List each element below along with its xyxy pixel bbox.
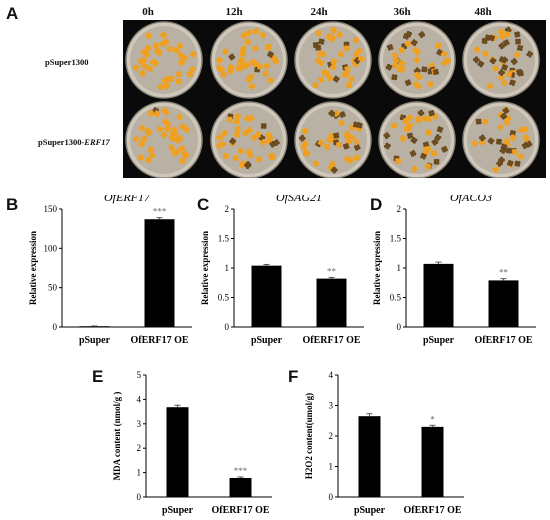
y-tick-label: 1 [225,263,230,273]
chart-c: 0 0.5 1 1.5 2 OfSAG21 Relative expression pSupe… [200,195,364,346]
y-tick-label: 2 [329,431,334,441]
y-tick-label: 4 [329,370,334,380]
timepoint-label: 36h [393,6,411,18]
y-tick-label: 0 [137,492,142,502]
category-label: pSuper [251,335,283,346]
category-label: OfERF17 OE [302,335,360,346]
category-label: OfERF17 OE [211,505,269,516]
bar [166,407,189,497]
y-tick-label: 4 [137,394,142,404]
category-label: pSuper [79,335,111,346]
panel-label-b: B [6,195,19,214]
category-label: pSuper [354,505,386,516]
bar [79,326,110,328]
bar [423,263,454,327]
bar [229,477,252,497]
bar [316,278,347,327]
category-label: pSuper [162,505,194,516]
row-label-overexpression: pSuper1300-ERF17 [38,137,110,147]
significance-marker: * [430,414,435,424]
chart-b: 0 50 100 150 OfERF17 Relative expression pSupe… [28,195,192,346]
timepoint-label: 12h [225,6,243,18]
y-tick-label: 1 [137,468,142,478]
y-tick-label: 1.5 [218,234,230,244]
category-label: pSuper [423,335,455,346]
chart-title: OfSAG21 [276,195,322,204]
significance-marker: ** [499,268,509,278]
y-tick-label: 50 [48,283,58,293]
y-tick-label: 3 [137,419,142,429]
significance-marker: *** [234,466,248,476]
y-tick-label: 2 [225,204,230,214]
timepoint-label: 0h [142,6,154,18]
panel-label-c: C [197,195,210,214]
timepoint-label: 24h [310,6,328,18]
y-tick-label: 0 [225,322,230,332]
bar [358,416,381,497]
category-label: OfERF17 OE [403,505,461,516]
y-axis-label: H2O2 content(umol/g) [304,393,314,479]
y-tick-label: 100 [44,243,58,253]
y-tick-label: 2 [397,204,402,214]
y-axis-label: Relative expression [28,231,38,305]
y-axis-label: MDA content (nmol/g ) [112,392,122,481]
bar [421,426,444,497]
y-tick-label: 1 [397,263,402,273]
chart-title: OfERF17 [104,195,151,204]
y-tick-label: 0 [53,322,58,332]
y-tick-label: 0.5 [218,293,230,303]
y-axis-label: Relative expression [372,231,382,305]
y-tick-label: 150 [44,204,58,214]
petri-dish-photo [123,20,546,179]
chart-e: 0 1 2 3 4 5 MDA content (nmol/g ) pSuper *** OfER… [112,370,272,516]
chart-f: 0 1 2 3 4 H2O2 content(umol/g) pSuper * OfERF17 … [304,370,464,516]
y-tick-label: 1 [329,462,334,472]
y-axis-label: Relative expression [200,231,210,305]
row-label-control: pSuper1300 [45,57,89,67]
panel-label-a: A [6,4,19,23]
bar [488,280,519,327]
panel-label-d: D [370,195,383,214]
y-tick-label: 1.5 [390,234,402,244]
y-tick-label: 3 [329,401,334,411]
timepoint-label: 48h [474,6,492,18]
y-tick-label: 5 [137,370,142,380]
y-tick-label: 2 [137,443,142,453]
bar [251,265,282,327]
y-tick-label: 0.5 [390,293,402,303]
bar [144,219,175,327]
category-label: OfERF17 OE [130,335,188,346]
chart-d: 0 0.5 1 1.5 2 OfACO3 Relative expression pSuper… [372,195,536,346]
y-tick-label: 0 [329,492,334,502]
significance-marker: ** [327,266,337,276]
panel-label-f: F [288,367,299,386]
petri-dish-grid [125,21,540,179]
chart-title: OfACO3 [450,195,492,204]
panel-label-e: E [92,367,104,386]
category-label: OfERF17 OE [474,335,532,346]
significance-marker: *** [153,207,167,217]
y-tick-label: 0 [397,322,402,332]
